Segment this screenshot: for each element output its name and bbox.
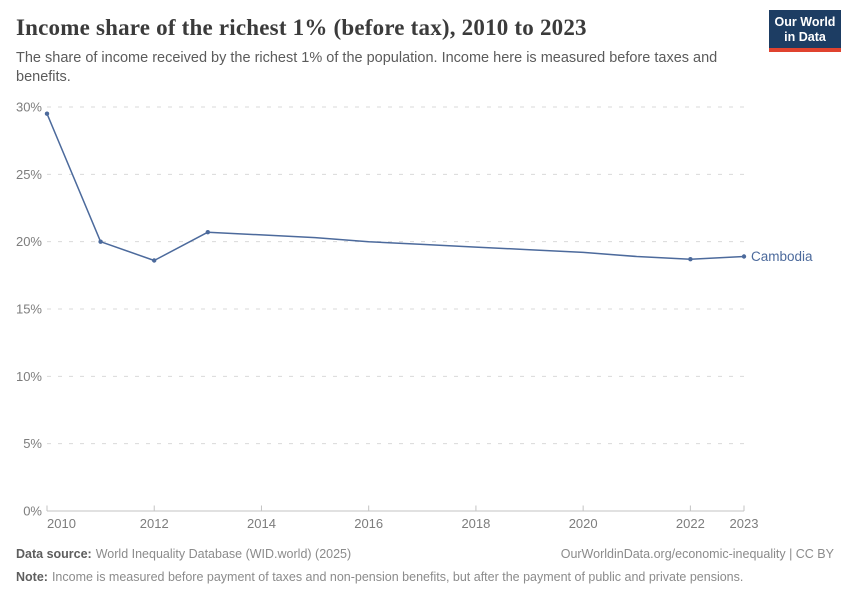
data-point-2013[interactable] (205, 230, 210, 235)
y-axis-label-25: 25% (16, 167, 42, 182)
x-axis-label-2010: 2010 (47, 516, 76, 531)
data-point-2022[interactable] (688, 257, 693, 262)
owid-logo-line2: in Data (784, 29, 826, 44)
y-axis-label-5: 5% (23, 436, 42, 451)
data-source-label: Data source: (16, 547, 92, 561)
line-chart-canvas: 0% 5% 10% 15% 20% 25% 30% 2010 2012 2014 2016 2018 2… (16, 100, 813, 531)
x-axis-label-2016: 2016 (354, 516, 383, 531)
y-axis-label-20: 20% (16, 234, 42, 249)
data-point-2012[interactable] (152, 258, 157, 263)
y-axis-label-15: 15% (16, 302, 42, 317)
owid-logo-line1: Our World (774, 15, 836, 29)
chart-footer: Data source: World Inequality Database (W… (16, 547, 834, 585)
y-axis-label-10: 10% (16, 369, 42, 384)
chart-header: Income share of the richest 1% (before t… (16, 14, 834, 87)
data-point-2010[interactable] (44, 111, 50, 116)
owid-citation-link[interactable]: OurWorldinData.org/economic-inequality |… (560, 547, 834, 561)
note-label: Note: (16, 569, 48, 584)
data-point-2011[interactable] (98, 239, 103, 244)
y-axis-label-30: 30% (16, 100, 42, 115)
x-axis-label-2018: 2018 (461, 516, 490, 531)
chart-subtitle: The share of income received by the rich… (16, 49, 718, 85)
data-point-2023[interactable] (741, 254, 747, 259)
owid-logo[interactable]: Our World in Data (769, 10, 841, 52)
y-axis-label-0: 0% (23, 504, 42, 519)
x-axis-label-2014: 2014 (247, 516, 276, 531)
data-source-text: World Inequality Database (WID.world) (2… (95, 547, 352, 561)
series-line-cambodia[interactable] (46, 112, 745, 262)
x-axis-label-2012: 2012 (140, 516, 169, 531)
data-source-line: Data source: World Inequality Database (W… (16, 547, 351, 563)
chart-title: Income share of the richest 1% (before t… (16, 15, 587, 40)
x-axis-label-2022: 2022 (676, 516, 705, 531)
x-axis-label-2020: 2020 (569, 516, 598, 531)
note-line: Note: Income is measured before payment o… (16, 570, 834, 586)
note-text: Income is measured before payment of tax… (51, 569, 744, 584)
series-label-cambodia[interactable]: Cambodia (751, 249, 813, 264)
x-axis-label-2023: 2023 (730, 516, 759, 531)
